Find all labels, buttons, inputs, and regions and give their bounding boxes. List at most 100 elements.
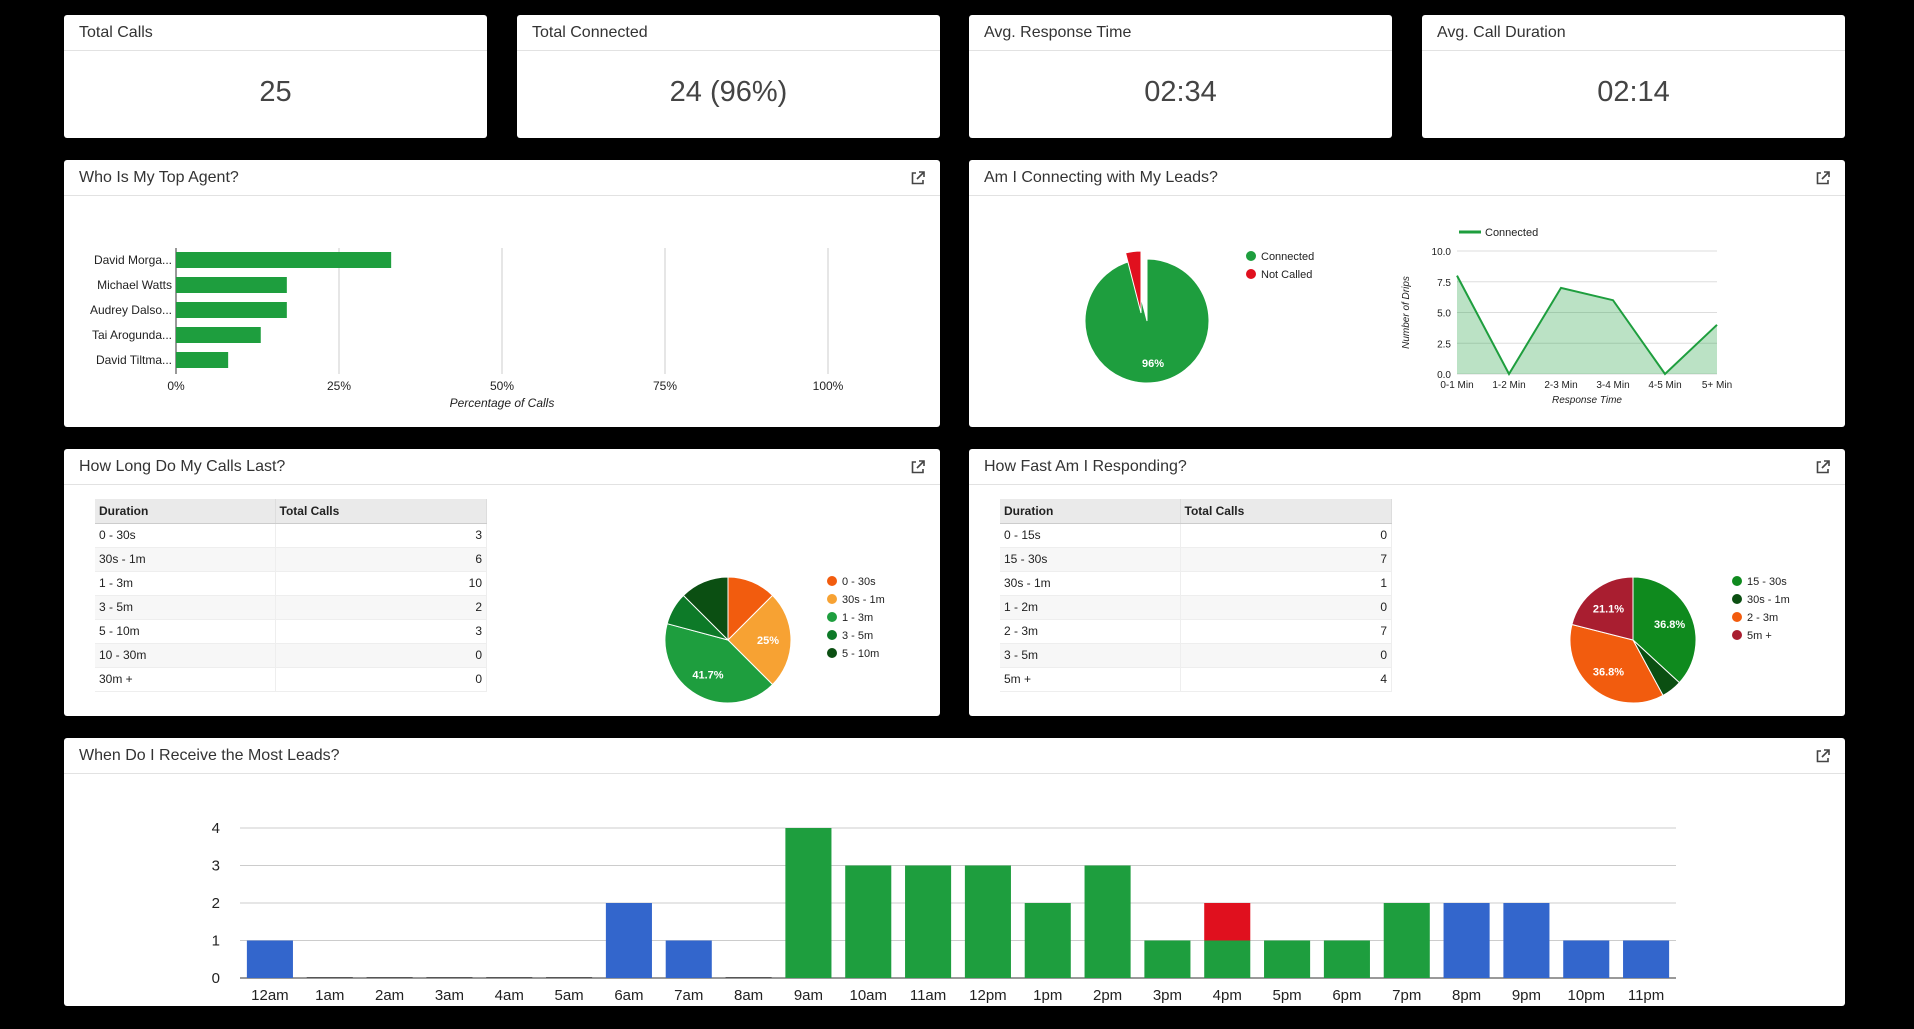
panel-title-text: When Do I Receive the Most Leads? xyxy=(79,747,340,764)
leads-panel: Am I Connecting with My Leads? 96% Connec… xyxy=(969,160,1845,427)
y-tick-label: 2 xyxy=(212,895,220,912)
x-tick-label: 10am xyxy=(849,987,887,1004)
column-header-duration[interactable]: Duration xyxy=(1000,499,1181,524)
legend-swatch xyxy=(1732,630,1742,640)
x-tick-label: 7pm xyxy=(1392,987,1421,1004)
category-label: Michael Watts xyxy=(97,278,172,292)
y-tick-label: 10.0 xyxy=(1432,247,1452,258)
bar xyxy=(176,302,287,318)
table-row: 2 - 3m 7 xyxy=(1000,619,1392,644)
column-header-total-calls[interactable]: Total Calls xyxy=(1180,499,1392,524)
total-calls-cell: 7 xyxy=(1180,547,1392,572)
x-tick-label: 5pm xyxy=(1272,987,1301,1004)
x-tick-label: 0% xyxy=(167,379,185,393)
duration-cell: 10 - 30m xyxy=(95,643,276,668)
legend-swatch xyxy=(1246,269,1256,279)
panel-title: When Do I Receive the Most Leads? xyxy=(64,738,1845,774)
bar xyxy=(176,252,392,268)
bar xyxy=(246,940,293,978)
table-row: 30s - 1m 6 xyxy=(95,547,487,572)
x-tick-label: 10pm xyxy=(1567,987,1605,1004)
x-tick-label: 0-1 Min xyxy=(1440,380,1473,391)
x-tick-label: 4-5 Min xyxy=(1648,380,1681,391)
total-calls-cell: 3 xyxy=(275,619,487,644)
legend-swatch xyxy=(827,612,837,622)
x-tick-label: 9pm xyxy=(1512,987,1541,1004)
legend-swatch xyxy=(1732,612,1742,622)
x-tick-label: 8am xyxy=(734,987,763,1004)
kpi-total-calls: Total Calls 25 xyxy=(64,15,487,138)
external-link-icon[interactable] xyxy=(1815,170,1831,186)
x-tick-label: 50% xyxy=(490,379,514,393)
bar xyxy=(1623,940,1670,978)
kpi-value: 24 (96%) xyxy=(669,76,788,108)
x-tick-label: 2am xyxy=(375,987,404,1004)
bar xyxy=(845,865,892,978)
x-tick-label: 4pm xyxy=(1213,987,1242,1004)
panel-title-text: Who Is My Top Agent? xyxy=(79,169,239,186)
external-link-icon[interactable] xyxy=(910,459,926,475)
legend-label: 1 - 3m xyxy=(842,612,873,624)
total-calls-cell: 6 xyxy=(275,547,487,572)
external-link-icon[interactable] xyxy=(1815,748,1831,764)
legend-label: 30s - 1m xyxy=(1747,594,1790,606)
kpi-total-connected: Total Connected 24 (96%) xyxy=(517,15,940,138)
kpi-label: Avg. Response Time xyxy=(969,15,1392,51)
kpi-value: 25 xyxy=(259,76,292,108)
y-tick-label: 0 xyxy=(212,970,220,987)
column-header-total-calls[interactable]: Total Calls xyxy=(275,499,487,524)
bar xyxy=(1443,903,1490,978)
external-link-icon[interactable] xyxy=(910,170,926,186)
legend-swatch xyxy=(827,648,837,658)
x-tick-label: 3am xyxy=(435,987,464,1004)
table-row: 30s - 1m 1 xyxy=(1000,571,1392,596)
pie-slice xyxy=(1632,576,1697,684)
bar xyxy=(176,277,287,293)
y-axis-label: Number of Drips xyxy=(1401,276,1412,349)
kpi-value: 02:34 xyxy=(1144,76,1217,108)
slice-label: 96% xyxy=(1142,358,1164,370)
pie-slice xyxy=(1124,250,1142,314)
total-calls-cell: 0 xyxy=(1180,595,1392,620)
slice-label: 36.8% xyxy=(1593,667,1624,679)
x-tick-label: 9am xyxy=(794,987,823,1004)
x-tick-label: 6am xyxy=(614,987,643,1004)
bar xyxy=(176,352,229,368)
duration-cell: 1 - 3m xyxy=(95,571,276,596)
responding-panel: How Fast Am I Responding? Duration Total… xyxy=(969,449,1845,716)
bar xyxy=(605,903,652,978)
table-row: 3 - 5m 0 xyxy=(1000,643,1392,668)
external-link-icon[interactable] xyxy=(1815,459,1831,475)
duration-cell: 1 - 2m xyxy=(1000,595,1181,620)
x-tick-label: 11am xyxy=(910,987,946,1004)
column-header-duration[interactable]: Duration xyxy=(95,499,276,524)
total-calls-cell: 0 xyxy=(275,667,487,692)
panel-title: Am I Connecting with My Leads? xyxy=(969,160,1845,196)
duration-cell: 3 - 5m xyxy=(95,595,276,620)
slice-label: 41.7% xyxy=(692,670,723,682)
x-tick-label: 11pm xyxy=(1628,987,1664,1004)
legend-swatch xyxy=(827,594,837,604)
duration-cell: 3 - 5m xyxy=(1000,643,1181,668)
bar xyxy=(366,977,413,978)
x-axis-label: Response Time xyxy=(1552,395,1622,406)
slice-label: 25% xyxy=(757,635,779,647)
category-label: Tai Arogunda... xyxy=(92,328,172,342)
legend-label: 5m + xyxy=(1747,630,1772,642)
top-agent-chart: 0% 25% 50% 75% 100% David Morga... Michael Wat… xyxy=(90,248,844,410)
duration-cell: 15 - 30s xyxy=(1000,547,1181,572)
kpi-value: 02:14 xyxy=(1597,76,1670,108)
category-label: David Tiltma... xyxy=(96,353,172,367)
x-tick-label: 5+ Min xyxy=(1702,380,1732,391)
panel-title-text: How Fast Am I Responding? xyxy=(984,458,1187,475)
duration-cell: 30s - 1m xyxy=(95,547,276,572)
y-tick-label: 3 xyxy=(212,858,220,875)
x-tick-label: 4am xyxy=(495,987,524,1004)
leads-pie-chart: 96% Connected Not Called xyxy=(1084,250,1314,384)
top-agent-panel: Who Is My Top Agent? 0% 25% 50% 75% 100% Davi… xyxy=(64,160,940,427)
bar xyxy=(1503,903,1550,978)
legend-swatch xyxy=(1246,251,1256,261)
legend-label: 15 - 30s xyxy=(1747,576,1787,588)
legend-label: 30s - 1m xyxy=(842,594,885,606)
legend-label: Connected xyxy=(1485,227,1538,239)
